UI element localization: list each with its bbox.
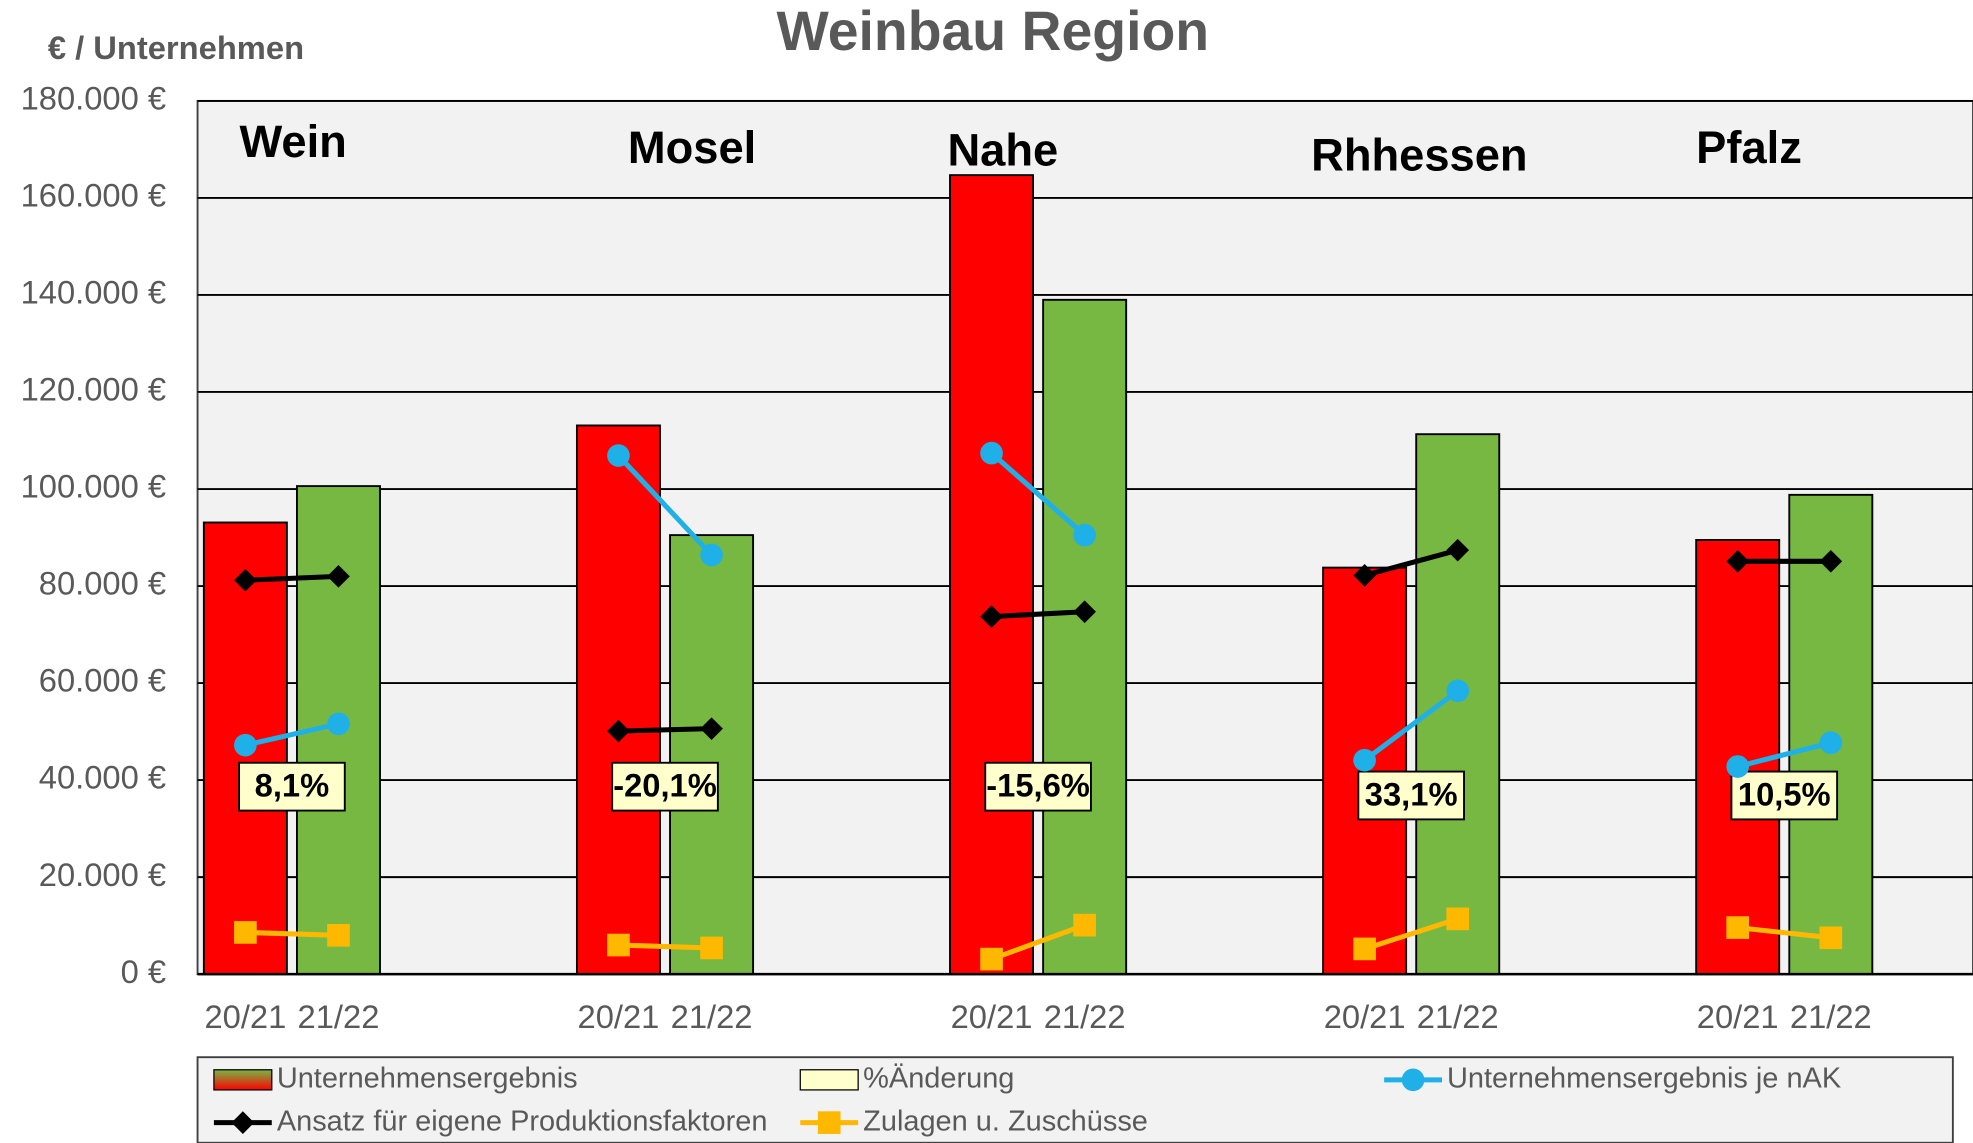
y-tick-label: 80.000 € xyxy=(39,565,166,602)
y-tick-label: 160.000 € xyxy=(21,177,167,214)
series-line xyxy=(990,922,1086,962)
value-label: -15,6% xyxy=(986,767,1090,804)
bar xyxy=(669,534,755,976)
series-line xyxy=(1737,925,1832,941)
value-label: 10,5% xyxy=(1738,775,1831,812)
x-tick-label: 20/21 xyxy=(1697,998,1779,1035)
value-label: 33,1% xyxy=(1365,775,1458,812)
series-line xyxy=(245,929,339,938)
value-label-box xyxy=(1357,770,1465,821)
series-line xyxy=(1363,916,1459,952)
line-marker xyxy=(1726,755,1750,778)
line-marker xyxy=(1726,549,1750,573)
bar xyxy=(949,174,1035,976)
group-label: Mosel xyxy=(628,122,756,173)
bar xyxy=(575,424,661,976)
line-marker xyxy=(1726,916,1750,939)
y-tick-label: 180.000 € xyxy=(21,80,167,117)
group-label: Rhhessen xyxy=(1311,130,1527,181)
line-marker xyxy=(234,921,257,944)
legend-label: Ansatz für eigene Produktionsfaktoren xyxy=(277,1105,768,1137)
series-line xyxy=(1737,740,1832,769)
y-tick-label: 40.000 € xyxy=(39,759,166,796)
y-axis-label: € / Unternehmen xyxy=(48,29,304,66)
legend-swatch xyxy=(799,1069,859,1091)
y-tick-label: 100.000 € xyxy=(21,468,167,505)
line-marker xyxy=(817,1111,841,1134)
value-label-box xyxy=(238,761,346,812)
series-line xyxy=(616,453,714,557)
x-tick-label: 21/22 xyxy=(298,998,380,1035)
line-marker xyxy=(327,712,350,736)
legend-swatch xyxy=(213,1069,273,1091)
line-marker xyxy=(1819,926,1843,950)
line-marker xyxy=(980,441,1003,465)
chart-title: Weinbau Region xyxy=(776,0,1209,62)
series-line xyxy=(245,573,339,583)
line-marker xyxy=(1353,937,1376,961)
line-marker xyxy=(1073,913,1096,937)
line-marker xyxy=(1819,731,1843,755)
group-label: Pfalz xyxy=(1696,122,1802,173)
line-marker xyxy=(1353,748,1376,772)
legend-label: %Änderung xyxy=(863,1062,1014,1094)
bar xyxy=(1415,433,1501,976)
line-marker xyxy=(231,1111,255,1134)
x-tick-label: 21/22 xyxy=(671,998,753,1035)
legend-label: Zulagen u. Zuschüsse xyxy=(863,1105,1148,1137)
y-tick-label: 60.000 € xyxy=(39,662,166,699)
line-marker xyxy=(1446,907,1470,931)
line-marker xyxy=(1819,549,1843,573)
x-tick-label: 21/22 xyxy=(1044,998,1126,1035)
series-line xyxy=(1363,688,1460,763)
line-marker xyxy=(327,924,350,947)
series-line xyxy=(618,726,712,734)
legend xyxy=(196,1056,1954,1143)
value-label: -20,1% xyxy=(613,767,717,804)
line-marker xyxy=(700,936,723,960)
x-tick-label: 20/21 xyxy=(1324,998,1406,1035)
line-marker xyxy=(234,568,257,592)
line-marker xyxy=(1401,1068,1425,1092)
group-label: Nahe xyxy=(947,125,1058,176)
line-marker xyxy=(234,733,257,757)
line-marker xyxy=(1073,523,1096,547)
y-tick-label: 120.000 € xyxy=(21,371,167,408)
line-marker xyxy=(607,444,630,467)
x-tick-label: 20/21 xyxy=(204,998,286,1035)
x-tick-label: 20/21 xyxy=(951,998,1033,1035)
line-marker xyxy=(700,543,723,567)
value-label-box xyxy=(611,761,719,812)
x-tick-label: 21/22 xyxy=(1417,998,1499,1035)
series-line xyxy=(618,942,712,951)
line-marker xyxy=(980,947,1003,971)
x-tick-label: 21/22 xyxy=(1790,998,1872,1035)
bar xyxy=(1042,298,1128,976)
series-line xyxy=(1363,547,1459,578)
line-marker xyxy=(607,933,630,957)
value-label: 8,1% xyxy=(255,767,330,804)
series-line xyxy=(991,609,1085,620)
x-tick-label: 20/21 xyxy=(578,998,660,1035)
legend-label: Unternehmensergebnis je nAK xyxy=(1447,1062,1841,1094)
y-tick-label: 140.000 € xyxy=(21,274,167,311)
group-label: Wein xyxy=(240,116,347,167)
series-line xyxy=(244,721,340,748)
y-tick-label: 20.000 € xyxy=(39,856,166,893)
y-tick-label: 0 € xyxy=(121,953,166,990)
value-label-box xyxy=(1730,770,1839,821)
legend-label: Unternehmensergebnis xyxy=(277,1062,578,1094)
value-label-box xyxy=(984,761,1092,812)
series-line xyxy=(989,451,1087,537)
line-marker xyxy=(1446,679,1470,703)
